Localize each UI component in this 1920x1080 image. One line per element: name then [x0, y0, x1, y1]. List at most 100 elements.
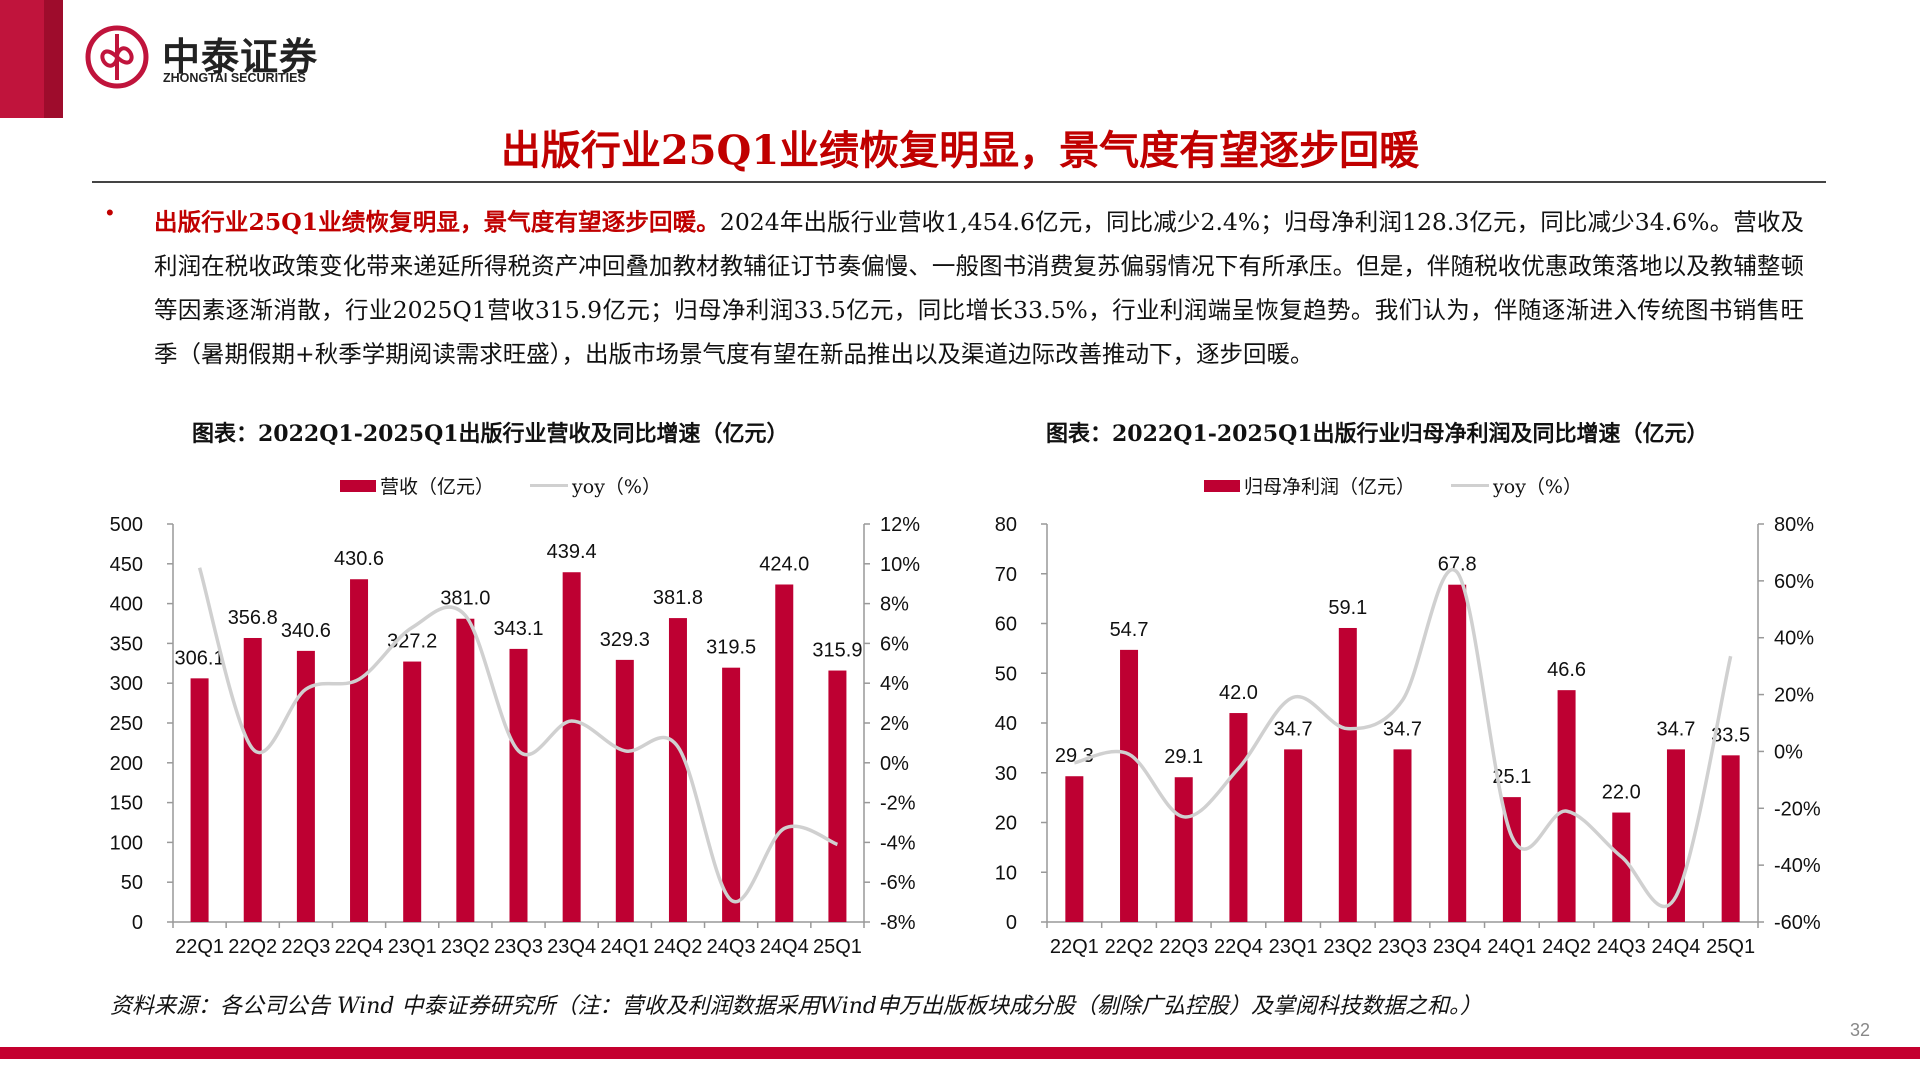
x-tick-label: 22Q4 [1214, 936, 1263, 958]
zhongtai-logo-icon [85, 25, 149, 89]
bar [456, 618, 475, 922]
legend-bar-swatch [1204, 479, 1240, 492]
bar [1721, 755, 1740, 922]
data-label: 22.0 [1602, 782, 1641, 804]
chart2-legend: 归母净利润（亿元） yoy（%） [1204, 472, 1582, 499]
data-label: 29.1 [1164, 746, 1203, 768]
y-tick-label: 100 [110, 832, 143, 854]
page-title: 出版行业25Q1业绩恢复明显，景气度有望逐步回暖 [500, 127, 1420, 174]
y2-tick-label: 8% [880, 594, 909, 616]
bar [1229, 713, 1248, 922]
y2-tick-label: 0% [1774, 741, 1803, 763]
page-number: 32 [1850, 1020, 1871, 1040]
x-tick-label: 25Q1 [1706, 936, 1755, 958]
yoy-line [197, 567, 839, 904]
y2-tick-label: 80% [1774, 514, 1814, 536]
x-tick-label: 24Q1 [600, 936, 649, 958]
legend-bar-swatch [340, 479, 376, 492]
y2-tick-label: 2% [880, 713, 909, 735]
y2-tick-label: -4% [880, 832, 916, 854]
y-tick-label: 0 [132, 912, 143, 934]
legend-bar-label: 营收（亿元） [380, 476, 495, 498]
data-label: 343.1 [493, 618, 543, 640]
brand-bar [0, 0, 44, 118]
y-tick-label: 50 [121, 872, 143, 894]
data-label: 46.6 [1547, 659, 1586, 681]
y2-tick-label: 12% [880, 514, 920, 536]
y-tick-label: 70 [995, 564, 1017, 586]
y-tick-label: 40 [995, 713, 1017, 735]
x-tick-label: 23Q4 [547, 936, 596, 958]
bullet-icon: • [106, 200, 114, 225]
bar [1448, 584, 1467, 922]
bar [1338, 627, 1357, 922]
y-tick-label: 10 [995, 862, 1017, 884]
footer-bar [0, 1047, 1920, 1059]
y-tick-label: 150 [110, 793, 143, 815]
x-tick-label: 22Q1 [175, 936, 224, 958]
legend-line-label: yoy（%） [1493, 476, 1582, 498]
brand-bar-dark [44, 0, 63, 118]
x-tick-label: 22Q4 [335, 936, 384, 958]
chart1-title: 图表：2022Q1-2025Q1出版行业营收及同比增速（亿元） [192, 421, 789, 447]
bar [1120, 649, 1139, 922]
y-tick-label: 500 [110, 514, 143, 536]
bar [668, 618, 687, 922]
title-divider [92, 181, 1826, 183]
bar [1174, 777, 1193, 922]
x-tick-label: 24Q1 [1487, 936, 1536, 958]
data-label: 439.4 [547, 541, 597, 563]
data-label: 25.1 [1492, 766, 1531, 788]
x-tick-label: 23Q1 [1269, 936, 1318, 958]
data-label: 319.5 [706, 637, 756, 659]
bar [828, 670, 847, 922]
y-tick-label: 250 [110, 713, 143, 735]
bar [1612, 812, 1631, 922]
bar [775, 584, 794, 922]
bar [1557, 690, 1576, 922]
summary-text: 2024年出版行业营收1,454.6亿元，同比减少2.4%；归母净利润128.3… [154, 208, 1804, 368]
bar [243, 637, 262, 922]
data-label: 329.3 [600, 629, 650, 651]
y-tick-label: 60 [995, 614, 1017, 636]
bar [1065, 776, 1084, 922]
logo-text-cn: 中泰证券 [162, 37, 319, 79]
y2-tick-label: -8% [880, 912, 916, 934]
y-tick-label: 0 [1006, 912, 1017, 934]
x-tick-label: 25Q1 [813, 936, 862, 958]
x-tick-label: 24Q3 [1597, 936, 1646, 958]
data-label: 33.5 [1711, 724, 1750, 746]
chart2-title: 图表：2022Q1-2025Q1出版行业归母净利润及同比增速（亿元） [1046, 421, 1709, 447]
data-label: 315.9 [812, 640, 862, 662]
data-label: 34.7 [1383, 718, 1422, 740]
x-tick-label: 23Q4 [1433, 936, 1482, 958]
x-tick-label: 24Q4 [1651, 936, 1700, 958]
bar [722, 667, 741, 922]
x-tick-label: 22Q3 [1159, 936, 1208, 958]
y-tick-label: 200 [110, 753, 143, 775]
y2-tick-label: -6% [880, 872, 916, 894]
x-tick-label: 22Q1 [1050, 936, 1099, 958]
x-tick-label: 24Q3 [707, 936, 756, 958]
data-label: 381.8 [653, 587, 703, 609]
y2-tick-label: -40% [1774, 855, 1821, 877]
y2-tick-label: -20% [1774, 798, 1821, 820]
bar [1284, 749, 1303, 922]
y2-tick-label: 20% [1774, 685, 1814, 707]
bar [509, 648, 528, 922]
x-tick-label: 22Q2 [228, 936, 277, 958]
x-tick-label: 23Q2 [1323, 936, 1372, 958]
bar [562, 572, 581, 922]
source-note: 资料来源：各公司公告 Wind 中泰证券研究所（注：营收及利润数据采用Wind申… [110, 994, 1483, 1019]
summary-paragraph: 出版行业25Q1业绩恢复明显，景气度有望逐步回暖。2024年出版行业营收1,45… [154, 200, 1804, 376]
data-label: 29.3 [1055, 745, 1094, 767]
data-label: 424.0 [759, 553, 809, 575]
bar [350, 579, 369, 922]
data-label: 34.7 [1656, 718, 1695, 740]
data-label: 34.7 [1274, 718, 1313, 740]
data-label: 67.8 [1438, 554, 1477, 576]
y-tick-label: 300 [110, 673, 143, 695]
legend-line-label: yoy（%） [572, 476, 661, 498]
legend-line-swatch [1451, 484, 1490, 487]
